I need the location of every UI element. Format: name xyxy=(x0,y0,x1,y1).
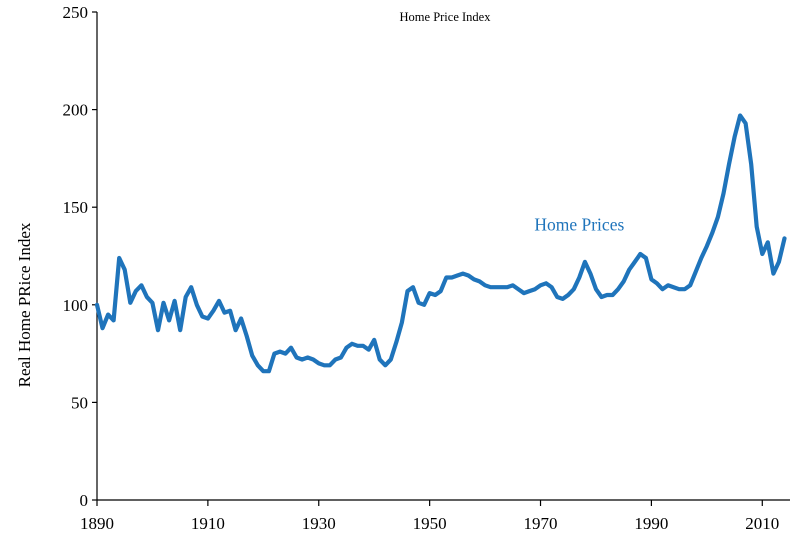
x-tick-label: 1970 xyxy=(524,514,558,533)
x-tick-label: 2010 xyxy=(745,514,779,533)
x-tick-label: 1910 xyxy=(191,514,225,533)
series-line-home-prices xyxy=(94,113,787,374)
y-tick-label: 250 xyxy=(63,3,89,22)
series-group xyxy=(94,113,787,374)
x-axis: 1890 1910 1930 1950 1970 1990 2010 xyxy=(80,500,779,533)
y-axis-label: Real Home PRice Index xyxy=(15,222,34,387)
y-axis: 0 50 100 150 200 250 xyxy=(63,3,97,510)
y-tick-label: 200 xyxy=(63,101,89,120)
chart-title: Home Price Index xyxy=(400,10,492,24)
y-tick-label: 100 xyxy=(63,296,89,315)
y-tick-label: 50 xyxy=(71,393,88,412)
x-tick-label: 1930 xyxy=(302,514,336,533)
x-tick-label: 1950 xyxy=(413,514,447,533)
x-tick-label: 1990 xyxy=(634,514,668,533)
y-tick-label: 150 xyxy=(63,198,89,217)
x-tick-label: 1890 xyxy=(80,514,114,533)
y-tick-label: 0 xyxy=(80,491,89,510)
annotations: Home Prices xyxy=(534,215,624,235)
series-annotation-label: Home Prices xyxy=(534,215,624,235)
